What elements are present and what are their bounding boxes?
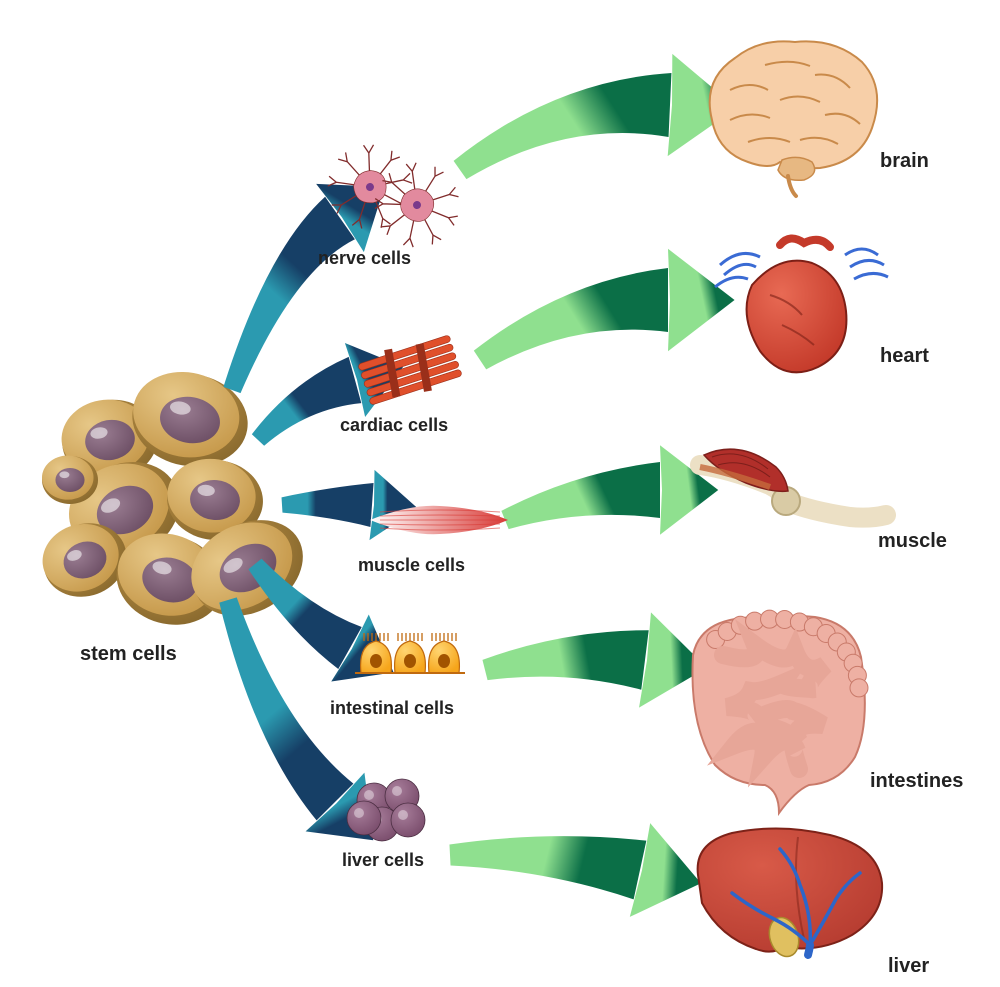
arrow-stem-to-muscle	[282, 470, 418, 540]
label-heart: heart	[880, 345, 929, 368]
arrow-liver-to-organ	[449, 823, 701, 917]
label-liver: liver	[888, 955, 929, 978]
label-stem-cells: stem cells	[80, 643, 177, 666]
label-nerve-cells: nerve cells	[318, 248, 411, 269]
intestines-icon	[692, 610, 868, 813]
heart-icon	[715, 238, 888, 372]
arrow-muscle-to-organ	[501, 445, 718, 535]
label-muscle-cells: muscle cells	[358, 555, 465, 576]
cardiac-cells-icon	[356, 330, 464, 410]
label-brain: brain	[880, 150, 929, 173]
arrow-cardiac-to-organ	[474, 249, 735, 370]
label-intestines: intestines	[870, 770, 963, 793]
label-muscle: muscle	[878, 530, 947, 553]
label-cardiac-cells: cardiac cells	[340, 415, 448, 436]
muscle-icon	[700, 449, 886, 517]
label-liver-cells: liver cells	[342, 850, 424, 871]
arrow-intestinal-to-organ	[482, 612, 706, 707]
liver-icon	[698, 828, 882, 960]
brain-icon	[710, 41, 877, 196]
arrow-nerve-to-organ	[454, 54, 737, 179]
label-intestinal-cells: intestinal cells	[330, 698, 454, 719]
intestinal-cells-icon	[355, 633, 465, 673]
